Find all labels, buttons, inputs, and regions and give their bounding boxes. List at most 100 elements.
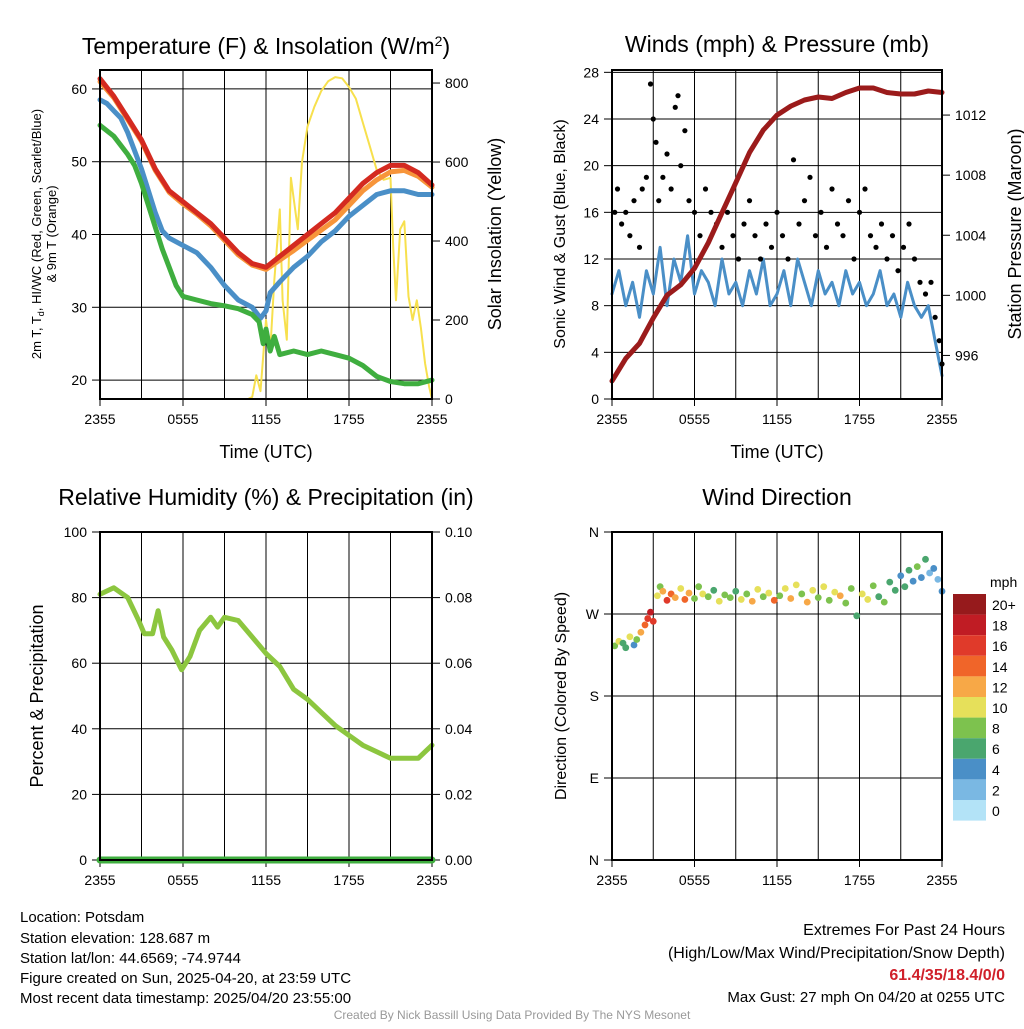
gust-point xyxy=(812,233,819,239)
gust-point xyxy=(724,209,731,215)
wind-direction-point xyxy=(905,566,913,574)
y2-tick-label: 600 xyxy=(445,154,469,170)
sonic-wind-line xyxy=(610,234,944,378)
y-tick-label: W xyxy=(586,606,600,622)
gust-point xyxy=(697,233,703,239)
credit: Created By Nick Bassill Using Data Provi… xyxy=(334,1008,691,1022)
y-tick-label: 60 xyxy=(71,81,87,97)
gust-point xyxy=(928,279,934,285)
y2-tick-label: 0.08 xyxy=(445,590,472,606)
wind-direction-point xyxy=(814,594,822,601)
y-tick-label: 100 xyxy=(64,524,88,540)
gust-point xyxy=(785,256,791,262)
temp-y-label-line1: 2m T, Td, HI/WC (Red, Green, Scarlet/Blu… xyxy=(29,109,46,359)
y2-tick-label: 800 xyxy=(445,75,469,91)
gust-point xyxy=(779,233,786,239)
y-tick-label: S xyxy=(590,688,599,704)
wind-direction-point xyxy=(659,587,667,595)
gust-point xyxy=(768,244,775,250)
y-tick-label: 40 xyxy=(71,227,87,243)
gust-point xyxy=(619,221,625,227)
gust-point xyxy=(878,221,885,227)
temp-y2-label: Solar Insolation (Yellow) xyxy=(485,138,505,330)
wind-direction-point xyxy=(787,595,795,602)
wind-direction-point xyxy=(715,597,723,605)
footer-latlon: Station lat/lon: 44.6569; -74.9744 xyxy=(20,950,241,967)
y2-tick-label: 996 xyxy=(955,347,979,363)
panel-3: N E S W N 2355 0555 1155 1755 2355 xyxy=(586,524,958,888)
x-tick-label: 2355 xyxy=(926,872,957,888)
wind-direction-point xyxy=(776,592,784,600)
legend-swatch xyxy=(953,800,986,821)
x-tick-label: 2355 xyxy=(596,411,627,427)
wind-direction-point xyxy=(710,586,718,594)
wind-direction-point xyxy=(930,565,938,572)
winddir-panel-title: Wind Direction xyxy=(702,484,852,510)
relative-humidity-line xyxy=(97,585,435,761)
speed-color-legend: 20+ 18 16 14 12 10 8 6 4 2 0 xyxy=(953,594,1016,821)
y2-tick-label: 1008 xyxy=(955,167,986,183)
x-tick-label: 2355 xyxy=(84,411,115,427)
legend-swatch xyxy=(953,738,986,759)
wind-direction-point xyxy=(611,642,619,650)
gust-point xyxy=(917,279,923,285)
legend-label: 4 xyxy=(992,762,1000,778)
gust-point xyxy=(708,209,714,215)
gust-point xyxy=(675,93,681,99)
wind-direction-point xyxy=(901,583,909,591)
footer-created: Figure created on Sun, 2025-04-20, at 23… xyxy=(20,970,351,987)
legend-swatch xyxy=(953,779,986,800)
rh-y-label: Percent & Precipitation xyxy=(27,604,47,787)
rh-panel-title: Relative Humidity (%) & Precipitation (i… xyxy=(58,484,473,510)
wind-direction-point xyxy=(820,583,828,591)
wind-direction-point xyxy=(809,586,817,594)
legend-swatch xyxy=(953,655,986,677)
wind-direction-point xyxy=(798,590,806,598)
wind-direction-point xyxy=(926,569,934,577)
wind-direction-point xyxy=(637,628,645,636)
x-tick-label: 2355 xyxy=(926,411,957,427)
gust-point xyxy=(719,244,725,250)
gust-point xyxy=(647,81,654,87)
gust-point xyxy=(752,233,758,239)
wind-direction-point xyxy=(622,644,630,652)
gust-point xyxy=(623,209,629,215)
wind-panel-title: Winds (mph) & Pressure (mb) xyxy=(625,31,929,57)
y2-tick-label: 0.06 xyxy=(445,655,472,671)
wind-direction-point xyxy=(677,585,685,592)
gust-point xyxy=(653,139,659,145)
y-tick-label: 0 xyxy=(591,391,599,407)
wind-direction-point xyxy=(743,590,751,598)
gust-point xyxy=(823,244,830,250)
y-tick-label: 20 xyxy=(71,786,87,802)
y-tick-label: 30 xyxy=(71,299,87,315)
y-tick-label: 8 xyxy=(591,298,599,314)
wind-direction-point xyxy=(630,641,638,649)
wind-direction-point xyxy=(831,588,839,596)
gust-point xyxy=(895,268,901,274)
temp-y-label-line2: & 9m T (Orange) xyxy=(44,185,59,282)
x-tick-label: 0555 xyxy=(167,872,198,888)
gust-point xyxy=(873,244,879,250)
x-tick-label: 0555 xyxy=(679,872,710,888)
gust-point xyxy=(656,198,662,204)
y-tick-label: 20 xyxy=(71,372,87,388)
gust-point xyxy=(790,157,797,163)
gust-point xyxy=(678,163,684,169)
x-tick-label: 1755 xyxy=(333,411,364,427)
2m-t-line xyxy=(97,76,435,270)
legend-label: 14 xyxy=(992,659,1008,675)
wind-direction-point xyxy=(770,596,778,604)
y-tick-label: 40 xyxy=(71,721,87,737)
y-tick-label: N xyxy=(589,524,599,540)
gust-point xyxy=(660,174,666,180)
gust-point xyxy=(911,256,918,262)
legend-swatch xyxy=(953,594,986,615)
gust-point xyxy=(730,233,736,239)
wind-direction-point xyxy=(721,591,729,599)
wind-direction-point xyxy=(934,575,942,583)
y2-tick-label: 1004 xyxy=(955,227,986,243)
plot-frame xyxy=(99,531,433,861)
legend-swatch xyxy=(953,717,986,739)
